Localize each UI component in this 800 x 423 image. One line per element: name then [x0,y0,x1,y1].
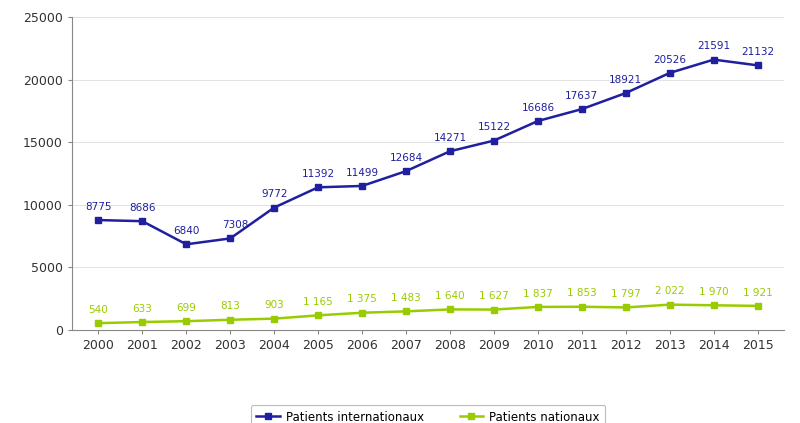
Patients nationaux [489,307,498,312]
Patients internationaux [94,217,103,222]
Patients internationaux [358,184,367,189]
Patients internationaux [533,118,542,124]
Text: 12684: 12684 [390,153,422,163]
Text: 14271: 14271 [434,133,466,143]
Text: 1 970: 1 970 [699,287,729,297]
Patients nationaux [402,309,411,314]
Patients internationaux [753,63,762,68]
Text: 11392: 11392 [302,169,334,179]
Patients nationaux [182,319,191,324]
Text: 1 165: 1 165 [303,297,333,307]
Line: Patients nationaux: Patients nationaux [95,301,761,327]
Line: Patients internationaux: Patients internationaux [95,56,761,248]
Text: 903: 903 [264,300,284,310]
Patients internationaux [182,242,191,247]
Text: 1 837: 1 837 [523,288,553,299]
Text: 20526: 20526 [654,55,686,65]
Patients nationaux [314,313,323,318]
Legend: Patients internationaux, Patients nationaux: Patients internationaux, Patients nation… [250,405,606,423]
Patients internationaux [402,169,411,174]
Text: 1 853: 1 853 [567,288,597,298]
Patients internationaux [577,107,586,112]
Text: 8686: 8686 [129,203,155,213]
Text: 21132: 21132 [741,47,774,57]
Text: 9772: 9772 [261,189,287,199]
Text: 17637: 17637 [566,91,598,101]
Patients internationaux [138,219,147,224]
Patients internationaux [621,91,630,96]
Text: 699: 699 [176,303,196,313]
Patients nationaux [445,307,454,312]
Text: 16686: 16686 [522,103,554,113]
Patients internationaux [665,70,674,75]
Patients nationaux [533,305,542,310]
Patients internationaux [489,138,498,143]
Patients nationaux [138,319,147,324]
Text: 633: 633 [132,304,152,314]
Patients nationaux [358,310,367,315]
Text: 1 921: 1 921 [742,288,773,297]
Patients nationaux [709,303,718,308]
Patients internationaux [709,57,718,62]
Patients nationaux [753,303,762,308]
Text: 7308: 7308 [222,220,249,230]
Patients nationaux [577,304,586,309]
Text: 11499: 11499 [346,168,378,178]
Text: 1 627: 1 627 [479,291,509,301]
Text: 6840: 6840 [173,226,199,236]
Patients nationaux [270,316,279,321]
Text: 1 375: 1 375 [347,294,377,305]
Patients internationaux [270,205,279,210]
Text: 18921: 18921 [610,75,642,85]
Patients nationaux [621,305,630,310]
Text: 1 483: 1 483 [391,293,421,303]
Patients internationaux [226,236,235,241]
Patients internationaux [445,149,454,154]
Text: 1 797: 1 797 [611,289,641,299]
Patients internationaux [314,185,323,190]
Text: 2 022: 2 022 [655,286,685,296]
Text: 15122: 15122 [478,122,510,132]
Text: 8775: 8775 [85,202,112,212]
Patients nationaux [665,302,674,307]
Text: 540: 540 [89,305,108,315]
Text: 21591: 21591 [697,41,730,51]
Patients nationaux [94,321,103,326]
Text: 813: 813 [220,302,240,311]
Patients nationaux [226,317,235,322]
Text: 1 640: 1 640 [435,291,465,301]
